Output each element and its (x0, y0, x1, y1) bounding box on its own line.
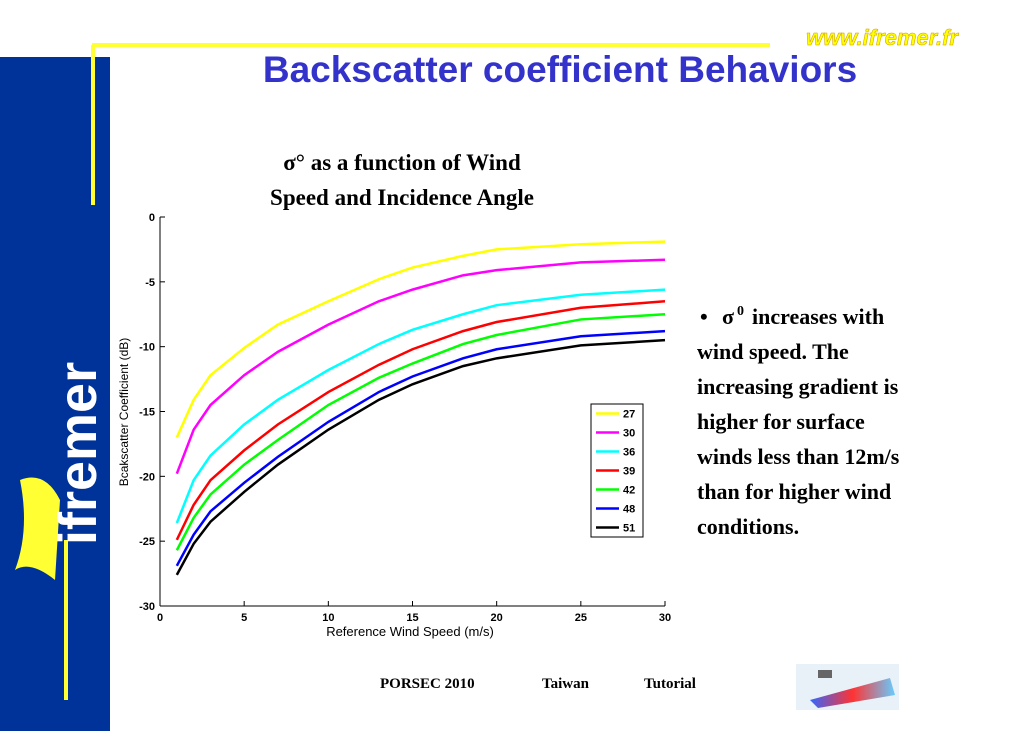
slide-title: Backscatter coefficient Behaviors (263, 49, 857, 90)
series-line (175, 258, 666, 475)
bullet-line: conditions. (697, 514, 799, 539)
bullet-symbol: σ (722, 304, 734, 329)
bullet-line: increasing gradient is (697, 374, 899, 399)
y-tick-label: -30 (139, 601, 155, 613)
x-tick-label: 10 (322, 612, 334, 624)
y-tick-label: 0 (149, 212, 155, 224)
series-line (175, 240, 666, 438)
series-line (175, 338, 666, 576)
legend-label: 30 (623, 428, 635, 440)
x-tick-label: 30 (659, 612, 671, 624)
x-axis-label: Reference Wind Speed (m/s) (326, 624, 494, 639)
bullet-superscript: 0 (737, 304, 744, 319)
logo: ifremer (48, 362, 108, 545)
footer-item: Taiwan (542, 676, 590, 692)
y-axis-label: Bcakscatter Coefficient (dB) (117, 338, 131, 487)
series-line (175, 300, 666, 541)
x-tick-label: 5 (241, 612, 247, 624)
series-line (175, 329, 666, 567)
bullet-line: winds less than 12m/s (697, 444, 900, 469)
x-tick-label: 25 (575, 612, 587, 624)
bullet-dot: • (700, 304, 708, 329)
chart-background (110, 205, 680, 640)
thumbnail-swath (810, 678, 895, 708)
y-tick-label: -15 (139, 407, 155, 419)
y-tick-label: -25 (139, 536, 155, 548)
footer-item: PORSEC 2010 (380, 676, 475, 692)
bullet-line: increases with (752, 304, 884, 329)
chart-title: Speed and Incidence Angle (270, 185, 534, 210)
footer-item: Tutorial (644, 676, 696, 692)
chart-title: σ° as a function of Wind (283, 150, 521, 175)
legend-label: 39 (623, 466, 635, 478)
x-tick-label: 15 (406, 612, 418, 624)
x-tick-label: 0 (157, 612, 163, 624)
bullet-line: higher for surface (697, 409, 865, 434)
legend-label: 27 (623, 409, 635, 421)
y-tick-label: -10 (139, 342, 155, 354)
bullet-line: wind speed. The (697, 339, 849, 364)
series-line (175, 288, 666, 524)
bullet-text: increases with wind speed. The increasing … (697, 304, 900, 539)
legend-label: 51 (623, 523, 635, 535)
legend-label: 48 (623, 504, 635, 516)
legend-label: 42 (623, 485, 635, 497)
bullet-line: than for higher wind (697, 479, 891, 504)
legend-label: 36 (623, 447, 635, 459)
thumbnail-satellite (818, 670, 832, 678)
x-tick-label: 20 (491, 612, 503, 624)
series-line (175, 313, 666, 551)
logo-mark (15, 477, 60, 580)
y-tick-label: -5 (145, 277, 155, 289)
y-tick-label: -20 (139, 471, 155, 483)
url: www.ifremer.fr (806, 25, 959, 50)
